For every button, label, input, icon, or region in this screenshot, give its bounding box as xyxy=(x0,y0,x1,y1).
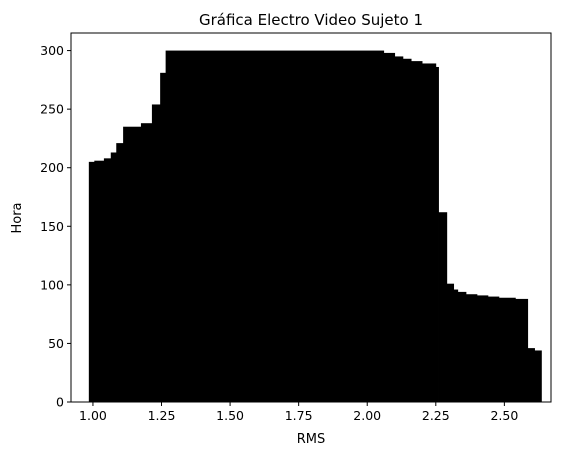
x-tick-label: 1.75 xyxy=(285,408,313,423)
y-tick-label: 150 xyxy=(40,219,64,234)
bar-24 xyxy=(515,298,529,402)
y-axis-label: Hora xyxy=(10,202,25,233)
x-tick-label: 1.50 xyxy=(216,408,244,423)
bar-2 xyxy=(103,158,112,402)
bar-0 xyxy=(88,161,95,402)
x-tick-label: 2.00 xyxy=(353,408,381,423)
bar-17 xyxy=(446,283,455,402)
x-axis-ticks: 1.00 1.25 1.50 1.75 2.00 2.25 2.50 xyxy=(79,402,518,423)
bar-25 xyxy=(527,348,535,402)
bars-group xyxy=(88,50,542,403)
bar-22 xyxy=(487,296,500,402)
bar-20 xyxy=(465,294,478,402)
bar-12 xyxy=(402,58,412,403)
bar-14 xyxy=(422,63,437,403)
y-tick-label: 0 xyxy=(56,395,64,410)
y-tick-label: 300 xyxy=(40,43,64,58)
bar-5 xyxy=(123,126,142,403)
bar-23 xyxy=(498,297,516,402)
bar-7 xyxy=(151,104,161,403)
bar-13 xyxy=(411,61,423,403)
bar-1 xyxy=(94,160,105,402)
y-tick-label: 50 xyxy=(48,336,64,351)
x-tick-label: 1.00 xyxy=(79,408,107,423)
y-tick-label: 200 xyxy=(40,160,64,175)
bar-6 xyxy=(140,123,153,402)
bar-8 xyxy=(160,72,167,402)
bar-10 xyxy=(383,52,396,402)
chart-title: Gráfica Electro Video Sujeto 1 xyxy=(199,11,423,29)
x-axis-label: RMS xyxy=(297,432,326,447)
y-tick-label: 100 xyxy=(40,277,64,292)
plot-frame xyxy=(70,32,552,403)
bar-19 xyxy=(457,291,467,402)
x-tick-label: 1.25 xyxy=(148,408,176,423)
bar-15 xyxy=(435,66,439,402)
bar-11 xyxy=(394,56,404,403)
y-axis-ticks: 0 50 100 150 200 250 300 xyxy=(40,43,71,410)
bar-18 xyxy=(453,289,459,402)
y-tick-label: 250 xyxy=(40,102,64,117)
x-tick-label: 2.25 xyxy=(422,408,450,423)
bar-9 xyxy=(165,50,385,402)
bar-3 xyxy=(110,152,117,402)
bar-4 xyxy=(116,143,124,403)
bar-21 xyxy=(476,295,489,402)
bar-16 xyxy=(438,212,448,402)
x-tick-label: 2.50 xyxy=(490,408,518,423)
bar-26 xyxy=(534,350,542,402)
